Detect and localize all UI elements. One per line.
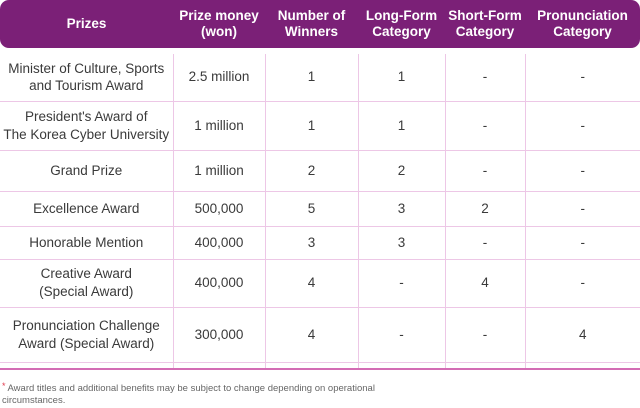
cell-winners: 1 <box>265 54 359 102</box>
cell-short-form: - <box>445 307 526 363</box>
awards-table: Minister of Culture, Sports and Tourism … <box>0 54 640 370</box>
cell-long-form: 3 <box>358 226 446 260</box>
cell-prize-money: 1 million <box>173 101 266 151</box>
header-prize-money: Prize money (won) <box>179 7 259 39</box>
table-row: Pronunciation Challenge Award (Special A… <box>0 307 640 363</box>
cell-winners: 2 <box>265 150 359 192</box>
cell-prize-money: 400,000 <box>173 226 266 260</box>
header-long-form-category: Long-Form Category <box>365 7 438 39</box>
cell-prize: Excellence Award <box>0 191 174 227</box>
cell-long-form: 1 <box>358 54 446 102</box>
cell-long-form: 1 <box>358 101 446 151</box>
table-row: Excellence Award 500,000 5 3 2 - <box>0 191 640 227</box>
cell-prize: President's Award of The Korea Cyber Uni… <box>0 101 174 151</box>
cell-short-form: 2 <box>445 191 526 227</box>
cell-short-form: - <box>445 226 526 260</box>
cell-winners: 3 <box>265 226 359 260</box>
cell-prize: Grand Prize <box>0 150 174 192</box>
cell-prize-money: 2.5 million <box>173 54 266 102</box>
cell-long-form: - <box>358 259 446 308</box>
table-spacer-row <box>0 362 640 369</box>
header-number-of-winners: Number of Winners <box>277 7 346 39</box>
cell-pronunciation: - <box>525 101 640 151</box>
cell-pronunciation: - <box>525 259 640 308</box>
cell-prize: Honorable Mention <box>0 226 174 260</box>
cell-pronunciation: - <box>525 54 640 102</box>
cell-prize-money: 400,000 <box>173 259 266 308</box>
cell-prize-money: 300,000 <box>173 307 266 363</box>
cell-pronunciation: 4 <box>525 307 640 363</box>
cell-long-form: - <box>358 307 446 363</box>
table-row: Minister of Culture, Sports and Tourism … <box>0 54 640 102</box>
cell-winners: 4 <box>265 259 359 308</box>
cell-prize: Creative Award (Special Award) <box>0 259 174 308</box>
cell-winners: 1 <box>265 101 359 151</box>
cell-short-form: - <box>445 150 526 192</box>
footnote-text: Award titles and additional benefits may… <box>2 383 375 406</box>
cell-pronunciation: - <box>525 191 640 227</box>
header-short-form-category: Short-Form Category <box>448 7 522 39</box>
cell-short-form: 4 <box>445 259 526 308</box>
table-row: Creative Award (Special Award) 400,000 4… <box>0 259 640 308</box>
cell-prize-money: 500,000 <box>173 191 266 227</box>
header-prizes: Prizes <box>66 15 107 31</box>
cell-short-form: - <box>445 101 526 151</box>
cell-pronunciation: - <box>525 226 640 260</box>
spacer-cell <box>0 362 174 369</box>
spacer-cell <box>173 362 266 369</box>
cell-long-form: 3 <box>358 191 446 227</box>
cell-prize-money: 1 million <box>173 150 266 192</box>
cell-winners: 4 <box>265 307 359 363</box>
table-row: Honorable Mention 400,000 3 3 - - <box>0 226 640 260</box>
spacer-cell <box>358 362 446 369</box>
spacer-cell <box>525 362 640 369</box>
footnote-asterisk: * <box>2 381 6 391</box>
table-row: President's Award of The Korea Cyber Uni… <box>0 101 640 151</box>
spacer-cell <box>265 362 359 369</box>
cell-winners: 5 <box>265 191 359 227</box>
cell-long-form: 2 <box>358 150 446 192</box>
table-header-row: Prizes Prize money (won) Number of Winne… <box>0 0 640 48</box>
table-row: Grand Prize 1 million 2 2 - - <box>0 150 640 192</box>
cell-prize: Minister of Culture, Sports and Tourism … <box>0 54 174 102</box>
cell-pronunciation: - <box>525 150 640 192</box>
header-pronunciation-category: Pronunciation Category <box>537 7 628 39</box>
spacer-cell <box>445 362 526 369</box>
cell-short-form: - <box>445 54 526 102</box>
cell-prize: Pronunciation Challenge Award (Special A… <box>0 307 174 363</box>
footnote: * Award titles and additional benefits ma… <box>2 381 640 406</box>
